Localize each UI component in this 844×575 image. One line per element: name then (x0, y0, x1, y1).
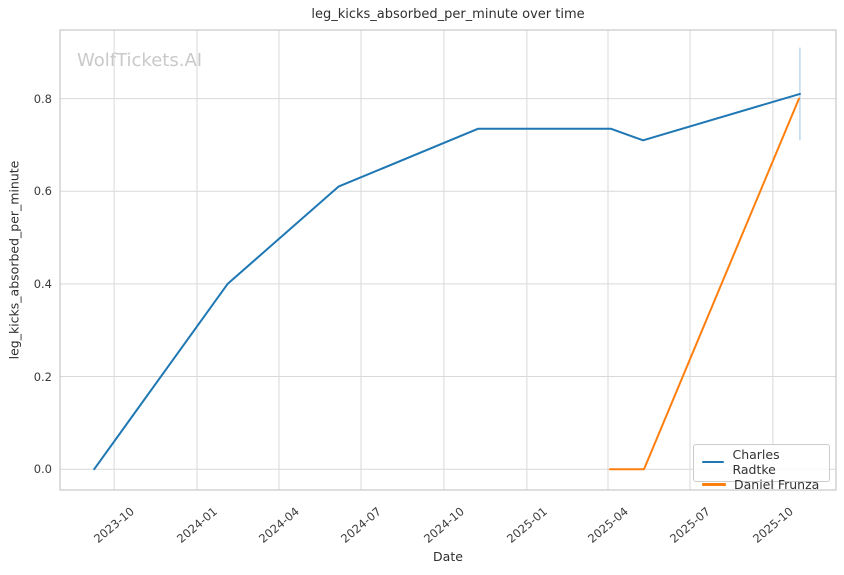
chart-title: leg_kicks_absorbed_per_minute over time (311, 7, 585, 22)
legend: Charles Radtke Daniel Frunza (693, 444, 830, 492)
series-line-swatch-icon (702, 460, 725, 464)
y-tick-label: 0.0 (33, 462, 52, 477)
y-tick-label: 0.8 (33, 91, 52, 106)
legend-label: Daniel Frunza (734, 477, 820, 492)
y-tick-label: 0.2 (33, 369, 52, 384)
watermark: WolfTickets.AI (77, 50, 203, 71)
series-line-swatch-icon (702, 483, 726, 486)
x-axis-label: Date (433, 549, 463, 564)
y-tick-label: 0.4 (33, 276, 52, 291)
legend-item-daniel-frunza: Daniel Frunza (702, 477, 821, 492)
y-tick-label: 0.6 (33, 184, 52, 199)
legend-item-charles-radtke: Charles Radtke (702, 447, 821, 477)
legend-label: Charles Radtke (732, 447, 780, 477)
